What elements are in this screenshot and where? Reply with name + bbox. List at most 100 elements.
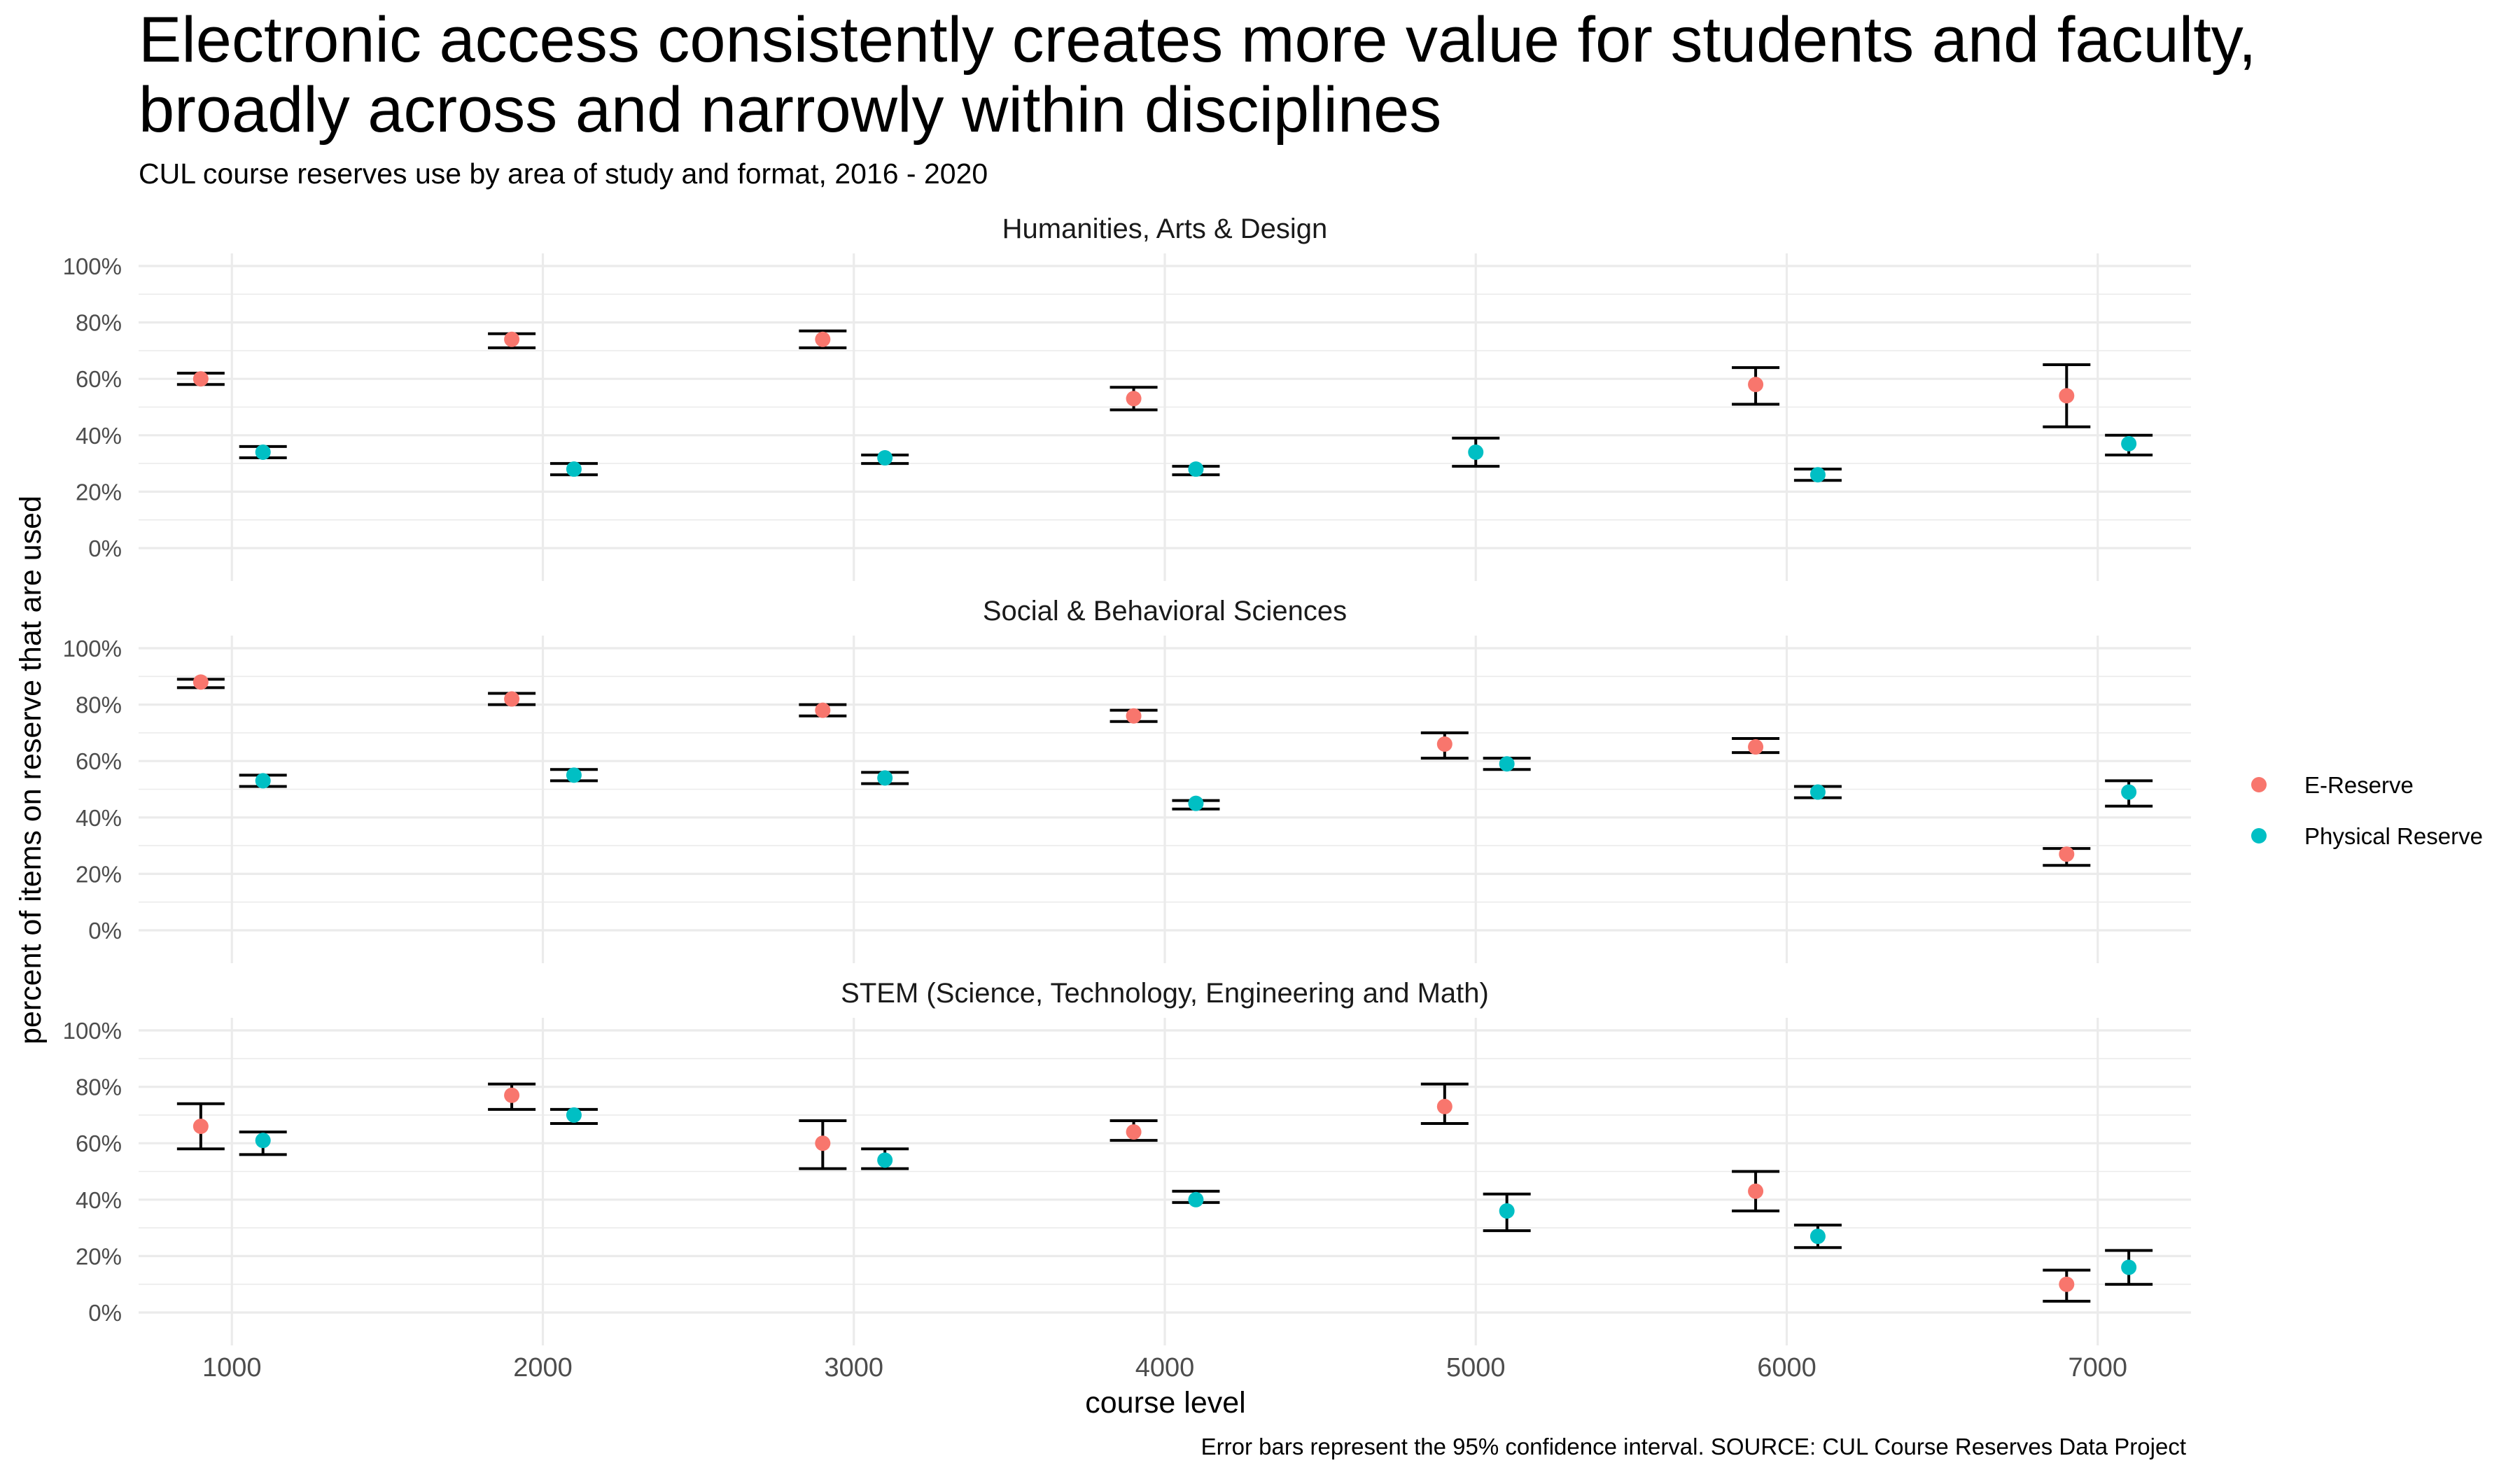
data-point-group <box>550 1107 598 1125</box>
data-point <box>877 1152 893 1168</box>
data-point-group <box>2105 1249 2153 1286</box>
legend-label: Physical Reserve <box>2304 823 2483 849</box>
data-point-group <box>488 331 536 349</box>
data-point-group <box>176 371 225 387</box>
y-axis-title: percent of items on reserve that are use… <box>14 496 48 1044</box>
y-tick-label: 60% <box>76 366 122 392</box>
data-point <box>192 371 209 387</box>
data-point-group <box>488 691 536 707</box>
data-point-group <box>1172 1189 1220 1208</box>
legend-entry: Physical Reserve <box>2251 823 2483 849</box>
data-point-group <box>861 1147 909 1170</box>
data-point-group <box>1732 366 1780 406</box>
data-point-group <box>1110 386 1158 412</box>
y-tick-label: 100% <box>63 253 122 279</box>
facet-strip-label: Social & Behavioral Sciences <box>983 596 1347 626</box>
data-point <box>1188 795 1204 811</box>
y-tick-label: 100% <box>63 636 122 662</box>
data-point <box>1126 391 1142 407</box>
chart-title-line-2: broadly across and narrowly within disci… <box>139 74 1441 146</box>
data-point <box>815 702 831 718</box>
data-point <box>566 1107 582 1123</box>
facet-strip-label: Humanities, Arts & Design <box>1002 214 1328 244</box>
data-point-group <box>799 1119 847 1170</box>
data-point-group <box>1793 1224 1842 1250</box>
chart-title-line-1: Electronic access consistently creates m… <box>139 4 2257 76</box>
data-point <box>1809 784 1826 800</box>
legend-key <box>2251 828 2267 844</box>
data-point-group <box>799 329 847 349</box>
x-tick-label: 4000 <box>1135 1353 1195 1382</box>
legend: E-Reserve Physical Reserve <box>2251 772 2483 849</box>
data-point <box>877 450 893 466</box>
data-point <box>1809 467 1826 483</box>
y-tick-label: 0% <box>88 536 122 561</box>
x-tick-label: 2000 <box>513 1353 573 1382</box>
y-tick-label: 40% <box>76 1187 122 1213</box>
data-point-group <box>239 773 287 789</box>
legend-label: E-Reserve <box>2304 772 2414 798</box>
data-point-group <box>1483 1192 1531 1233</box>
data-point-group <box>239 444 287 460</box>
y-tick-label: 60% <box>76 748 122 774</box>
data-point <box>1809 1228 1826 1245</box>
data-point-group <box>2105 779 2153 808</box>
data-point <box>504 331 520 347</box>
facet-panel: Social & Behavioral Sciences 0% 20% 40% 60% 8… <box>63 596 2191 963</box>
data-point-group <box>1420 731 1469 760</box>
data-point <box>1748 739 1764 755</box>
data-point <box>1468 444 1484 460</box>
facet-strip-label: STEM (Science, Technology, Engineering a… <box>841 978 1489 1009</box>
legend-key <box>2251 777 2267 792</box>
data-point-group <box>1110 1119 1158 1142</box>
data-point <box>566 461 582 477</box>
chart-subtitle: CUL course reserves use by area of study… <box>139 158 988 190</box>
y-tick-label: 20% <box>76 861 122 887</box>
facet-panel: STEM (Science, Technology, Engineering a… <box>63 978 2191 1345</box>
data-point-group <box>1172 461 1220 477</box>
data-point <box>1436 1098 1452 1114</box>
facet-panels: Humanities, Arts & Design 0% 20% 40% 60% 80% 1… <box>63 214 2191 1345</box>
x-tick-label: 5000 <box>1446 1353 1506 1382</box>
data-point-group <box>550 767 598 783</box>
data-point-group <box>1732 1170 1780 1212</box>
data-point-group <box>2043 363 2091 428</box>
data-point-group <box>1793 784 1842 800</box>
data-point-group <box>488 1082 536 1111</box>
data-point <box>815 1135 831 1152</box>
legend-entry: E-Reserve <box>2251 772 2414 798</box>
data-point <box>255 1133 271 1149</box>
data-point <box>1126 1124 1142 1140</box>
data-point <box>1499 1203 1515 1219</box>
data-point-group <box>861 450 909 466</box>
data-point-group <box>2043 846 2091 867</box>
x-axis: 1000 2000 3000 4000 5000 6000 7000 <box>202 1353 2127 1382</box>
y-tick-label: 20% <box>76 1243 122 1269</box>
data-point <box>1188 461 1204 477</box>
data-point-group <box>176 1102 225 1151</box>
facet-panel: Humanities, Arts & Design 0% 20% 40% 60% 80% 1… <box>63 214 2191 581</box>
data-point-group <box>239 1130 287 1156</box>
y-tick-label: 80% <box>76 310 122 336</box>
y-tick-label: 80% <box>76 692 122 718</box>
y-tick-label: 60% <box>76 1130 122 1156</box>
chart-caption: Error bars represent the 95% confidence … <box>1201 1434 2186 1460</box>
x-tick-label: 6000 <box>1757 1353 1816 1382</box>
data-point <box>2121 1259 2137 1275</box>
data-point <box>1126 708 1142 724</box>
data-point-group <box>1172 795 1220 811</box>
x-tick-label: 1000 <box>202 1353 262 1382</box>
data-point-group <box>1420 1082 1469 1125</box>
data-point <box>815 331 831 347</box>
data-point-group <box>1483 756 1531 772</box>
data-point-group <box>1110 708 1158 724</box>
data-point <box>192 1119 209 1135</box>
data-point <box>1188 1191 1204 1208</box>
data-point-group <box>861 770 909 786</box>
data-point <box>2059 388 2075 404</box>
data-point <box>192 674 209 690</box>
y-tick-label: 40% <box>76 805 122 831</box>
data-point <box>566 767 582 783</box>
data-point <box>1436 736 1452 752</box>
